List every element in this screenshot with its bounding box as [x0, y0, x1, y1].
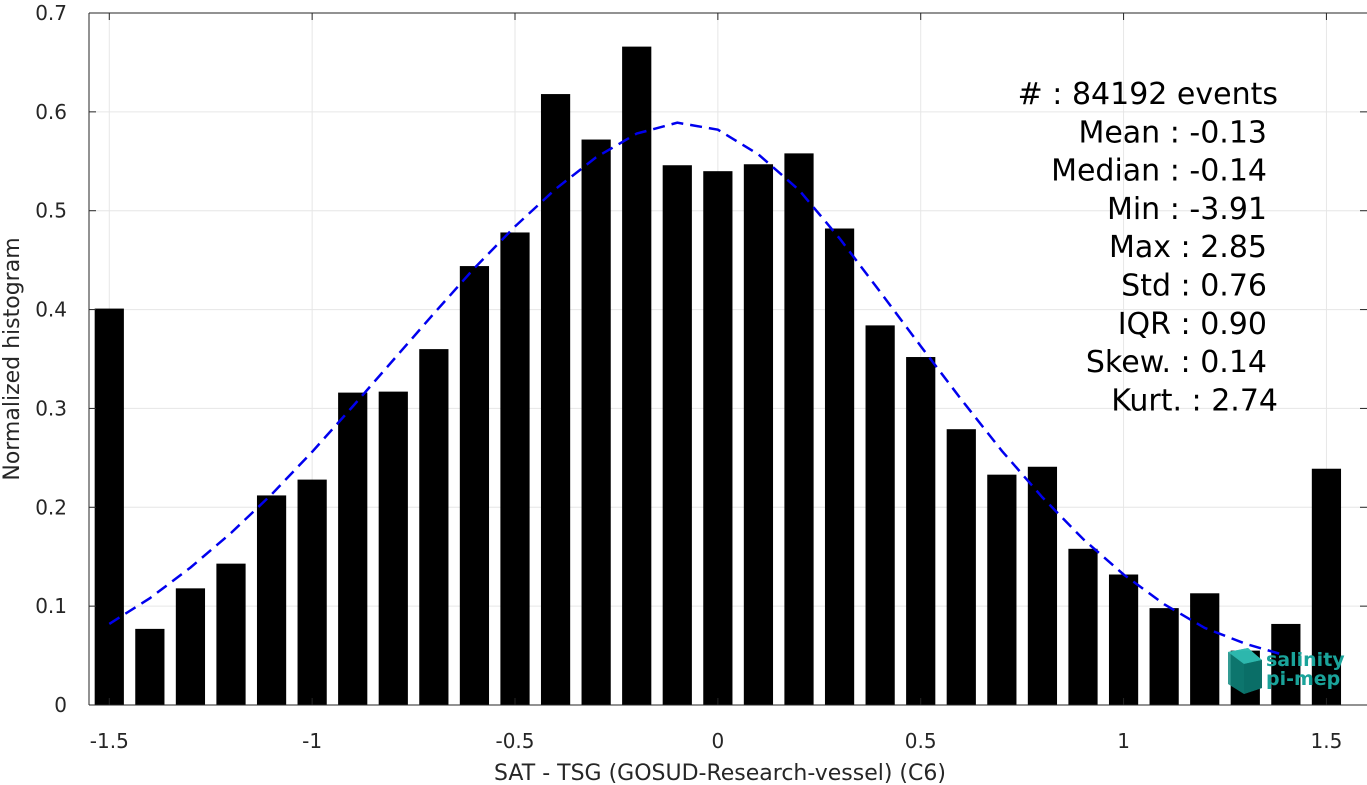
stats-line: Max : 2.85	[1109, 230, 1267, 265]
x-tick-label: -1.5	[90, 729, 129, 753]
histogram-bar	[946, 429, 976, 705]
histogram-bar	[135, 628, 165, 705]
histogram-bar	[297, 479, 327, 705]
histogram-bar	[662, 165, 692, 706]
y-axis-tick-labels: 0 0.1 0.2 0.3 0.4 0.5 0.6 0.7	[35, 1, 67, 717]
x-tick-label: 0.5	[905, 729, 937, 753]
stats-line: # : 84192 events	[1018, 77, 1278, 112]
histogram-bar	[175, 588, 206, 705]
stats-line: Kurt. : 2.74	[1111, 383, 1278, 418]
histogram-bar	[1108, 574, 1139, 705]
histogram-bar	[500, 232, 530, 705]
x-tick-label: 0	[711, 729, 724, 753]
x-tick-label: -1	[302, 729, 322, 753]
x-tick-label: 1.5	[1311, 729, 1343, 753]
histogram-bar	[1068, 548, 1098, 705]
stats-line: IQR : 0.90	[1118, 307, 1267, 342]
histogram-bar	[459, 266, 490, 705]
x-axis-title: SAT - TSG (GOSUD-Research-vessel) (C6)	[494, 761, 946, 785]
histogram-bar	[419, 349, 449, 705]
histogram-bar	[1271, 623, 1301, 705]
y-tick-label: 0.4	[35, 298, 67, 322]
y-tick-label: 0.2	[35, 495, 67, 519]
y-tick-label: 0.1	[35, 594, 67, 618]
stats-line: Std : 0.76	[1121, 269, 1267, 304]
y-tick-label: 0.6	[35, 100, 67, 124]
y-tick-label: 0.7	[35, 1, 67, 25]
y-axis-title: Normalized histogram	[0, 237, 25, 480]
stats-line: Min : -3.91	[1107, 192, 1267, 227]
histogram-bar	[906, 357, 936, 705]
histogram-bar	[94, 308, 124, 705]
histogram-bar	[987, 474, 1017, 705]
salinity-pi-mep-logo: salinity pi-mep	[1228, 648, 1345, 694]
histogram-bar	[216, 563, 246, 705]
y-tick-label: 0.5	[35, 199, 67, 223]
y-tick-label: 0.3	[35, 396, 67, 420]
histogram-bar	[1027, 466, 1058, 705]
histogram-bar	[703, 171, 733, 705]
x-tick-label: -0.5	[495, 729, 534, 753]
histogram-bar	[1190, 593, 1220, 705]
histogram-bar	[581, 139, 611, 706]
histogram-bar	[743, 164, 774, 705]
histogram-bar	[622, 46, 652, 705]
histogram-bar	[824, 228, 855, 705]
y-tick-label: 0	[54, 693, 67, 717]
x-tick-label: 1	[1117, 729, 1130, 753]
logo-text-pi-mep: pi-mep	[1266, 668, 1340, 690]
histogram-bar	[256, 495, 287, 705]
stats-line: Median : -0.14	[1051, 154, 1267, 189]
x-axis-tick-labels: -1.5 -1 -0.5 0 0.5 1 1.5	[90, 729, 1343, 753]
cube-logo-icon	[1228, 648, 1262, 694]
histogram-bar	[338, 392, 368, 705]
plot-axes	[88, 12, 1367, 706]
histogram-bar	[865, 325, 895, 705]
histogram-bar	[1149, 608, 1179, 705]
histogram-bar	[540, 94, 571, 705]
logo-text-salinity: salinity	[1266, 649, 1345, 671]
histogram-bar	[1311, 468, 1342, 705]
histogram-bar	[784, 153, 814, 705]
stats-line: Mean : -0.13	[1078, 115, 1267, 150]
histogram-bar	[378, 391, 408, 705]
normal-fit-curve	[108, 121, 1287, 657]
stats-line: Skew. : 0.14	[1086, 345, 1267, 380]
histogram-bars	[94, 46, 1342, 706]
